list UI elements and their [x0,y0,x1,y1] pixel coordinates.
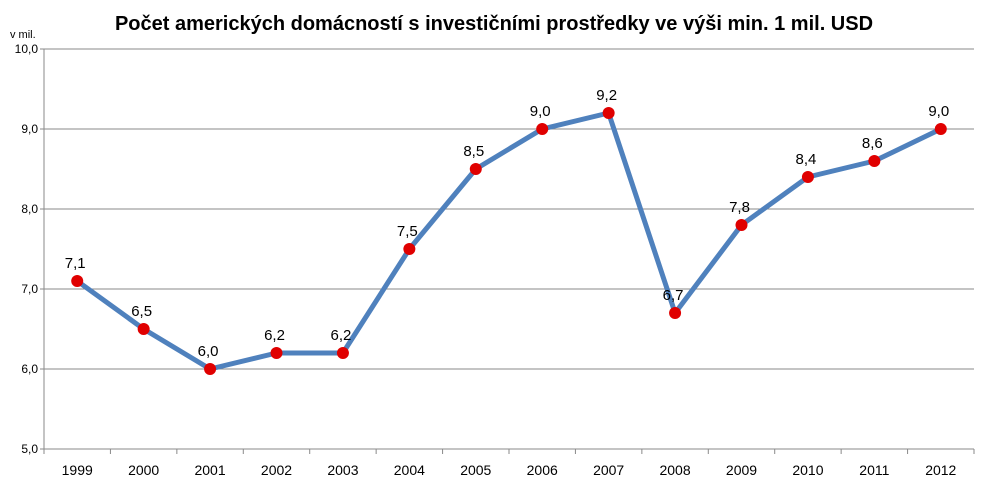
data-label: 9,0 [928,103,949,120]
y-tick-label: 5,0 [21,442,38,456]
data-point [735,219,748,231]
y-axis-ticks: 5,0 6,0 7,0 8,0 9,0 10,0 [15,42,39,456]
series-layer [71,107,947,375]
data-point [71,275,84,287]
data-point [602,107,615,119]
data-point [137,323,150,335]
axes [40,48,975,454]
x-tick-label: 2000 [128,462,159,478]
x-tick-label: 2009 [726,462,757,478]
data-point [669,307,682,319]
y-tick-label: 10,0 [15,42,39,56]
x-tick-label: 2005 [460,462,491,478]
x-tick-label: 2012 [925,462,956,478]
data-label: 9,0 [530,103,551,120]
data-point [469,163,482,175]
data-point [270,347,283,359]
data-label: 6,2 [330,327,351,344]
x-tick-label: 2010 [792,462,823,478]
data-label: 6,0 [198,343,219,360]
x-tick-label: 2004 [394,462,425,478]
data-point [403,243,416,255]
x-axis-ticks: 1999 2000 2001 2002 2003 2004 2005 2006 2007 2008… [62,462,957,478]
x-tick-label: 2006 [527,462,558,478]
y-tick-label: 6,0 [21,362,38,376]
gridlines [44,48,974,370]
data-label: 8,6 [862,135,883,152]
data-point [204,363,217,375]
data-point [801,171,814,183]
x-tick-label: 2001 [194,462,225,478]
x-tick-label: 2003 [327,462,358,478]
data-point [536,123,549,135]
y-axis-unit-label: v mil. [10,29,36,41]
data-label: 6,7 [663,287,684,304]
data-labels: 7,1 6,5 6,0 6,2 6,2 7,5 8,5 9,0 9,2 6,7 7,8 8,4 8,6 9… [65,87,949,360]
data-label: 7,8 [729,199,750,216]
data-label: 7,1 [65,255,86,272]
y-tick-label: 8,0 [21,202,38,216]
x-tick-label: 2007 [593,462,624,478]
data-label: 6,5 [131,303,152,320]
y-tick-label: 9,0 [21,122,38,136]
y-tick-label: 7,0 [21,282,38,296]
x-tick-label: 2008 [659,462,690,478]
data-label: 8,5 [463,143,484,160]
data-label: 7,5 [397,223,418,240]
data-point [336,347,349,359]
data-point [934,123,947,135]
x-tick-label: 2002 [261,462,292,478]
chart-title: Počet amerických domácností s investiční… [115,13,873,35]
data-label: 9,2 [596,87,617,104]
x-tick-label: 1999 [62,462,93,478]
data-label: 6,2 [264,327,285,344]
data-point [868,155,881,167]
x-tick-label: 2011 [859,462,889,478]
series-line [74,110,944,372]
data-label: 8,4 [795,151,816,168]
